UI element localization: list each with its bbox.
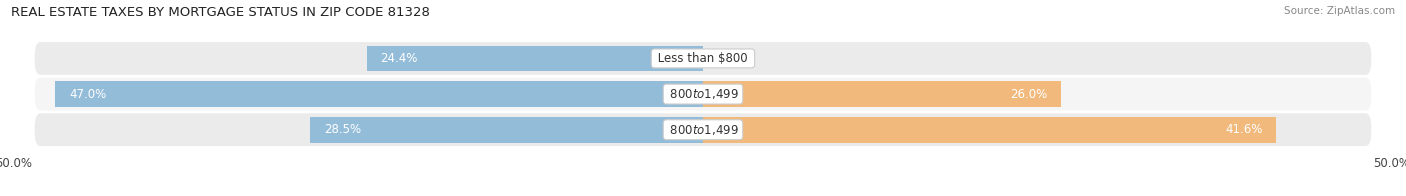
- FancyBboxPatch shape: [35, 42, 1371, 75]
- Bar: [55, 81, 703, 107]
- Text: REAL ESTATE TAXES BY MORTGAGE STATUS IN ZIP CODE 81328: REAL ESTATE TAXES BY MORTGAGE STATUS IN …: [11, 6, 430, 19]
- Text: 41.6%: 41.6%: [1225, 123, 1263, 136]
- Bar: [311, 117, 703, 142]
- Text: 28.5%: 28.5%: [323, 123, 361, 136]
- Text: $800 to $1,499: $800 to $1,499: [666, 123, 740, 137]
- Text: $800 to $1,499: $800 to $1,499: [666, 87, 740, 101]
- Bar: [367, 46, 703, 71]
- FancyBboxPatch shape: [35, 78, 1371, 111]
- Text: 26.0%: 26.0%: [1011, 88, 1047, 101]
- Text: Less than $800: Less than $800: [654, 52, 752, 65]
- Text: 24.4%: 24.4%: [381, 52, 418, 65]
- Text: 0.0%: 0.0%: [714, 52, 744, 65]
- Bar: [703, 81, 1062, 107]
- Text: 47.0%: 47.0%: [69, 88, 107, 101]
- FancyBboxPatch shape: [35, 113, 1371, 146]
- Bar: [703, 117, 1277, 142]
- Text: Source: ZipAtlas.com: Source: ZipAtlas.com: [1284, 6, 1395, 16]
